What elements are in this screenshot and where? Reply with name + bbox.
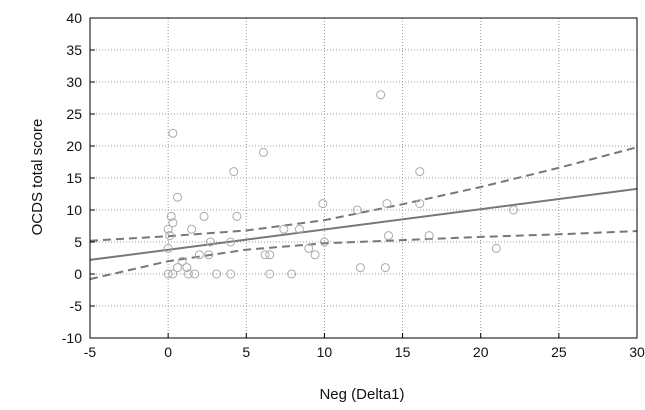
data-point: [279, 224, 289, 234]
data-point: [163, 224, 173, 234]
data-point: [318, 199, 328, 209]
x-tick-label: 0: [164, 344, 172, 360]
data-point: [194, 250, 204, 260]
y-axis-ticks: -10 -5 0 5 10 15 20 25 30 35 40: [62, 10, 95, 346]
confidence-band: [89, 146, 638, 281]
y-axis-label: OCDS total score: [29, 119, 46, 236]
data-point: [415, 167, 425, 177]
y-tick-label: 15: [66, 170, 82, 186]
data-point: [168, 218, 178, 228]
y-tick-label: 5: [74, 234, 82, 250]
data-point: [187, 224, 197, 234]
x-tick-label: 25: [551, 344, 567, 360]
data-point: [415, 199, 425, 209]
ci-lower-line: [89, 230, 638, 281]
data-point: [265, 250, 275, 260]
y-tick-label: 40: [66, 10, 82, 26]
data-point: [199, 211, 209, 221]
data-points: [163, 90, 519, 279]
y-tick-label: 20: [66, 138, 82, 154]
data-point: [182, 263, 192, 273]
data-point: [163, 243, 173, 253]
data-point: [310, 250, 320, 260]
x-tick-label: 10: [317, 344, 333, 360]
data-point: [287, 269, 297, 279]
x-tick-label: 15: [395, 344, 411, 360]
data-point: [260, 250, 270, 260]
data-point: [304, 243, 314, 253]
y-tick-label: -10: [62, 330, 82, 346]
data-point: [212, 269, 222, 279]
data-point: [380, 263, 390, 273]
x-tick-label: -5: [84, 344, 97, 360]
data-point: [319, 237, 329, 247]
data-point: [294, 224, 304, 234]
data-point: [229, 167, 239, 177]
data-point: [232, 211, 242, 221]
data-point: [491, 243, 501, 253]
data-point: [205, 237, 215, 247]
data-point: [355, 263, 365, 273]
data-point: [204, 250, 214, 260]
data-point: [190, 269, 200, 279]
data-point: [352, 205, 362, 215]
data-point: [165, 231, 175, 241]
regression-line: [89, 187, 638, 261]
x-axis-label: Neg (Delta1): [319, 386, 404, 403]
data-point: [173, 192, 183, 202]
x-tick-label: 20: [473, 344, 489, 360]
data-point: [168, 269, 178, 279]
data-point: [173, 263, 183, 273]
data-point: [226, 237, 236, 247]
x-axis-ticks: -5 0 5 10 15 20 25 30: [84, 333, 645, 360]
data-point: [509, 205, 519, 215]
x-tick-label: 30: [629, 344, 645, 360]
ci-upper-line: [89, 146, 638, 242]
data-point: [166, 211, 176, 221]
data-point: [382, 199, 392, 209]
grid-lines: [90, 18, 637, 338]
data-point: [183, 269, 193, 279]
fit-line: [89, 187, 638, 261]
y-tick-label: 10: [66, 202, 82, 218]
data-point: [163, 269, 173, 279]
x-tick-label: 5: [242, 344, 250, 360]
y-tick-label: 0: [74, 266, 82, 282]
y-tick-label: 30: [66, 74, 82, 90]
data-point: [384, 231, 394, 241]
data-point: [226, 269, 236, 279]
y-tick-label: -5: [70, 298, 83, 314]
y-tick-label: 35: [66, 42, 82, 58]
data-point: [258, 147, 268, 157]
data-point: [424, 231, 434, 241]
data-point: [168, 128, 178, 138]
data-point: [265, 269, 275, 279]
data-point: [376, 90, 386, 100]
y-tick-label: 25: [66, 106, 82, 122]
data-point: [177, 256, 187, 266]
